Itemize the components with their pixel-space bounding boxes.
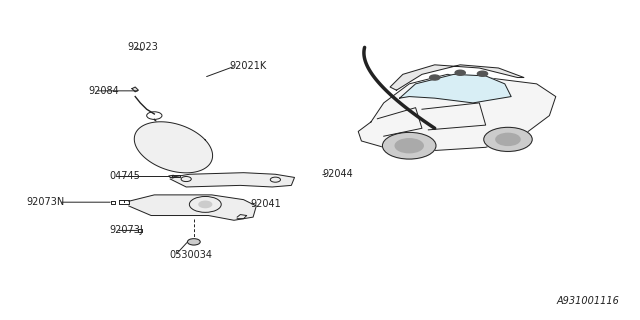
Text: 04745: 04745: [109, 172, 141, 181]
Text: 92073N: 92073N: [27, 197, 65, 207]
Circle shape: [484, 127, 532, 151]
Polygon shape: [399, 74, 511, 103]
Polygon shape: [170, 173, 294, 187]
Text: 92023: 92023: [127, 42, 158, 52]
Text: 92084: 92084: [89, 86, 120, 96]
Circle shape: [188, 239, 200, 245]
Polygon shape: [390, 65, 524, 90]
Circle shape: [477, 71, 488, 76]
Text: 92073J: 92073J: [109, 225, 143, 236]
Text: 0530034: 0530034: [169, 250, 212, 260]
Circle shape: [383, 132, 436, 159]
Polygon shape: [134, 122, 212, 173]
Text: 92044: 92044: [322, 169, 353, 179]
Circle shape: [199, 201, 212, 208]
Circle shape: [429, 75, 440, 80]
Circle shape: [496, 133, 520, 145]
Polygon shape: [129, 195, 256, 220]
Circle shape: [455, 70, 465, 75]
Text: A931001116: A931001116: [557, 296, 620, 306]
Text: 92041: 92041: [250, 199, 281, 209]
Polygon shape: [358, 74, 556, 150]
Text: 92021K: 92021K: [230, 61, 267, 71]
Circle shape: [395, 139, 423, 153]
Polygon shape: [132, 87, 138, 92]
